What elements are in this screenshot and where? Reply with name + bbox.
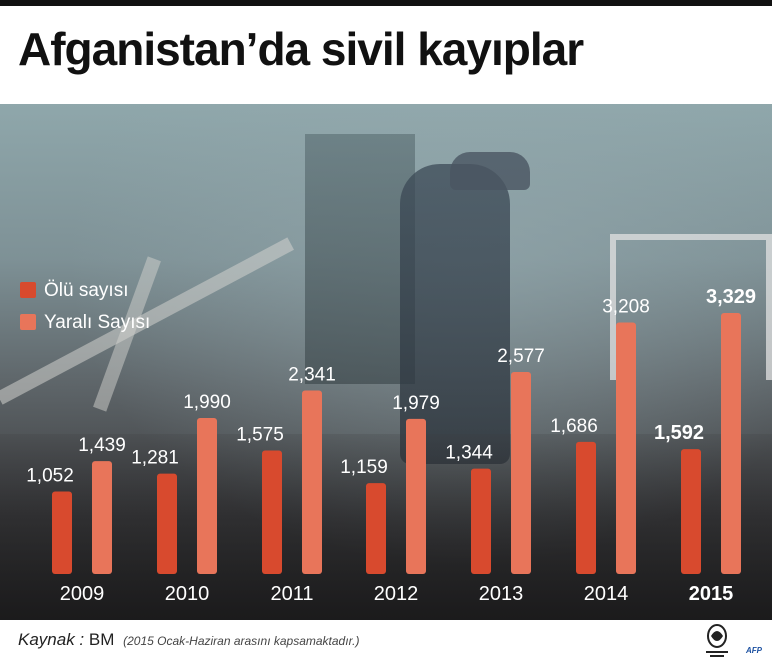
top-bar	[0, 0, 772, 6]
bar-dead	[157, 473, 177, 574]
value-label-injured: 3,329	[706, 286, 756, 308]
value-label-dead: 1,052	[26, 466, 74, 487]
aljazeera-logo	[706, 624, 728, 657]
x-tick-label: 2009	[60, 583, 105, 605]
value-label-injured: 3,208	[602, 296, 650, 317]
value-label-dead: 1,592	[654, 422, 704, 444]
value-label-dead: 1,159	[340, 457, 388, 478]
bar-dead	[366, 483, 386, 574]
bar-injured	[302, 390, 322, 574]
x-tick-label: 2011	[270, 583, 313, 605]
bar-injured	[197, 417, 217, 574]
value-label-injured: 2,577	[497, 346, 545, 367]
photo-shelf	[610, 234, 772, 380]
source-note: (2015 Ocak-Haziran arasını kapsamaktadır…	[123, 634, 360, 648]
source-value: BM	[88, 630, 115, 649]
photo-soldier-hat	[450, 152, 530, 190]
bar-injured	[511, 371, 531, 574]
bar-injured	[616, 322, 636, 574]
source-label: Kaynak :	[18, 630, 85, 649]
source-line: Kaynak : BM (2015 Ocak-Haziran arasını k…	[18, 630, 359, 650]
bar-dead	[471, 468, 491, 574]
bar-dead	[576, 441, 596, 574]
bar-dead	[262, 450, 282, 574]
x-tick-label: 2014	[584, 583, 629, 605]
afp-logo: AFP	[746, 646, 762, 655]
bar-injured	[406, 418, 426, 574]
bar-dead	[681, 449, 701, 574]
photo-doorway	[305, 134, 415, 384]
photo-soldier	[400, 164, 510, 464]
value-label-dead: 1,686	[550, 416, 598, 437]
page-title: Afganistan’da sivil kayıplar	[18, 23, 584, 75]
x-tick-label: 2013	[479, 583, 524, 605]
bar-injured	[721, 313, 741, 574]
legend-swatch	[20, 314, 36, 330]
bar-injured	[92, 461, 112, 574]
value-label-injured: 1,979	[392, 393, 440, 414]
legend-label: Ölü sayısı	[44, 280, 128, 301]
value-label-dead: 1,281	[131, 448, 179, 469]
value-label-dead: 1,575	[236, 425, 284, 446]
value-label-injured: 1,990	[183, 392, 231, 413]
value-label-dead: 1,344	[445, 443, 493, 464]
legend-label: Yaralı Sayısı	[44, 312, 150, 333]
bar-dead	[52, 491, 72, 574]
x-tick-label: 2015	[689, 583, 734, 605]
legend-swatch	[20, 282, 36, 298]
value-label-injured: 2,341	[288, 364, 336, 385]
value-label-injured: 1,439	[78, 435, 126, 456]
x-tick-label: 2012	[374, 583, 419, 605]
x-tick-label: 2010	[165, 583, 210, 605]
